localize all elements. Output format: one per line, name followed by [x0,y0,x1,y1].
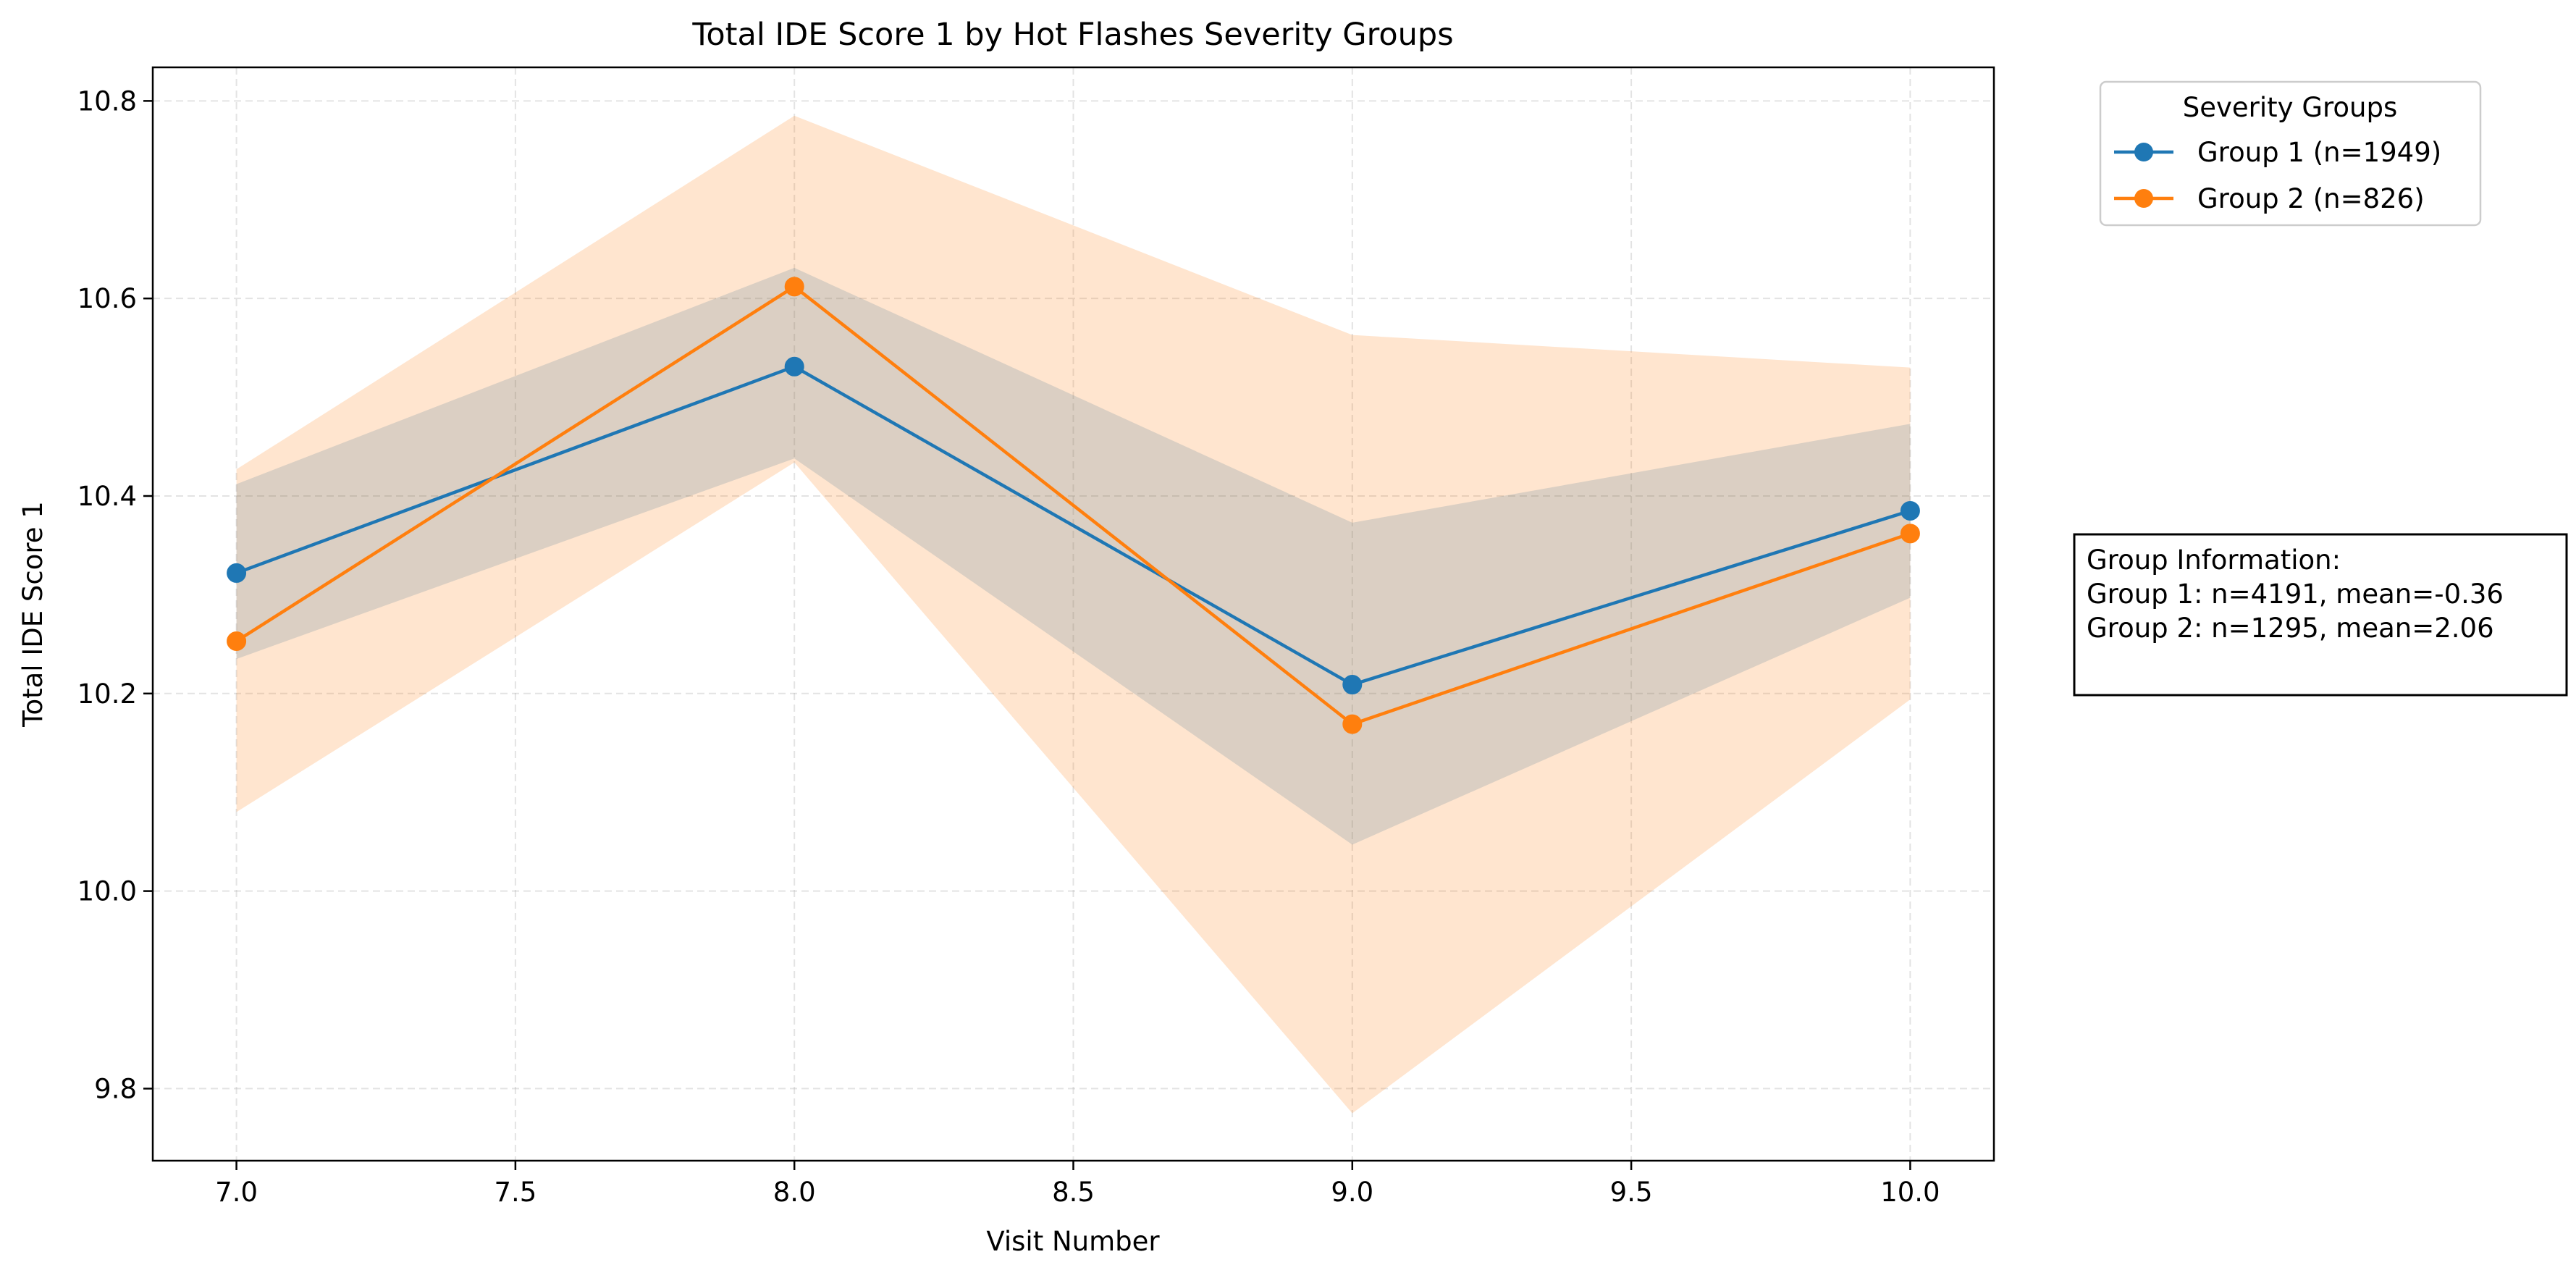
y-axis-label: Total IDE Score 1 [17,501,49,728]
y-tick-label: 10.2 [77,678,137,710]
data-point-group-1 [1900,500,1920,521]
data-point-group-1 [1342,675,1363,695]
y-tick-label: 10.6 [77,283,137,314]
y-tick-label: 10.0 [77,876,137,907]
series-line-group-2 [235,285,1911,726]
series-lines [227,277,1920,734]
annotation-box [2073,533,2568,697]
confidence-band-group-2 [236,115,1911,1114]
y-tick-label: 10.4 [77,481,137,512]
annotation-line-2: Group 1: n=4191, mean=-0.36 [2087,579,2504,610]
legend-marker-group-1 [2134,143,2153,161]
data-point-group-2 [227,631,247,652]
chart-title: Total IDE Score 1 by Hot Flashes Severit… [691,17,1453,53]
x-tick-label: 8.5 [1052,1177,1095,1208]
legend-box [2099,80,2482,227]
legend-label-group-1: Group 1 (n=1949) [2197,137,2441,168]
data-point-group-1 [784,356,804,377]
x-tick-label: 10.0 [1880,1177,1940,1208]
group-info-annotation: Group Information: Group 1: n=4191, mean… [2073,533,2568,697]
annotation-line-1: Group Information: [2087,545,2341,576]
axis-ticks: 7.0 7.5 8.0 8.5 9.0 9.5 10.0 9.8 10.0 10.2 10.4 10.… [77,85,1940,1208]
data-point-group-2 [1900,524,1920,544]
x-tick-label: 9.5 [1610,1177,1653,1208]
legend-entries: Group 1 (n=1949) Group 2 (n=826) [2114,137,2441,214]
grid [153,67,1994,1161]
x-axis-label: Visit Number [986,1226,1160,1257]
legend-title: Severity Groups [2183,92,2398,123]
confidence-band-group-1 [236,267,1911,845]
legend-label-group-2: Group 2 (n=826) [2197,183,2425,214]
legend: Severity Groups Group 1 (n=1949) Group 2 … [2099,80,2482,227]
legend-marker-group-2 [2134,189,2153,208]
annotation-line-3: Group 2: n=1295, mean=2.06 [2087,613,2494,644]
y-tick-label: 10.8 [77,85,137,117]
y-tick-label: 9.8 [94,1073,137,1104]
x-tick-label: 9.0 [1331,1177,1373,1208]
data-point-group-1 [227,563,247,583]
x-tick-label: 7.0 [215,1177,258,1208]
data-point-group-2 [784,277,804,297]
confidence-bands [236,115,1911,1114]
data-point-group-2 [1342,714,1363,734]
x-tick-label: 8.0 [773,1177,816,1208]
series-line-group-1 [235,365,1911,686]
x-tick-label: 7.5 [494,1177,536,1208]
